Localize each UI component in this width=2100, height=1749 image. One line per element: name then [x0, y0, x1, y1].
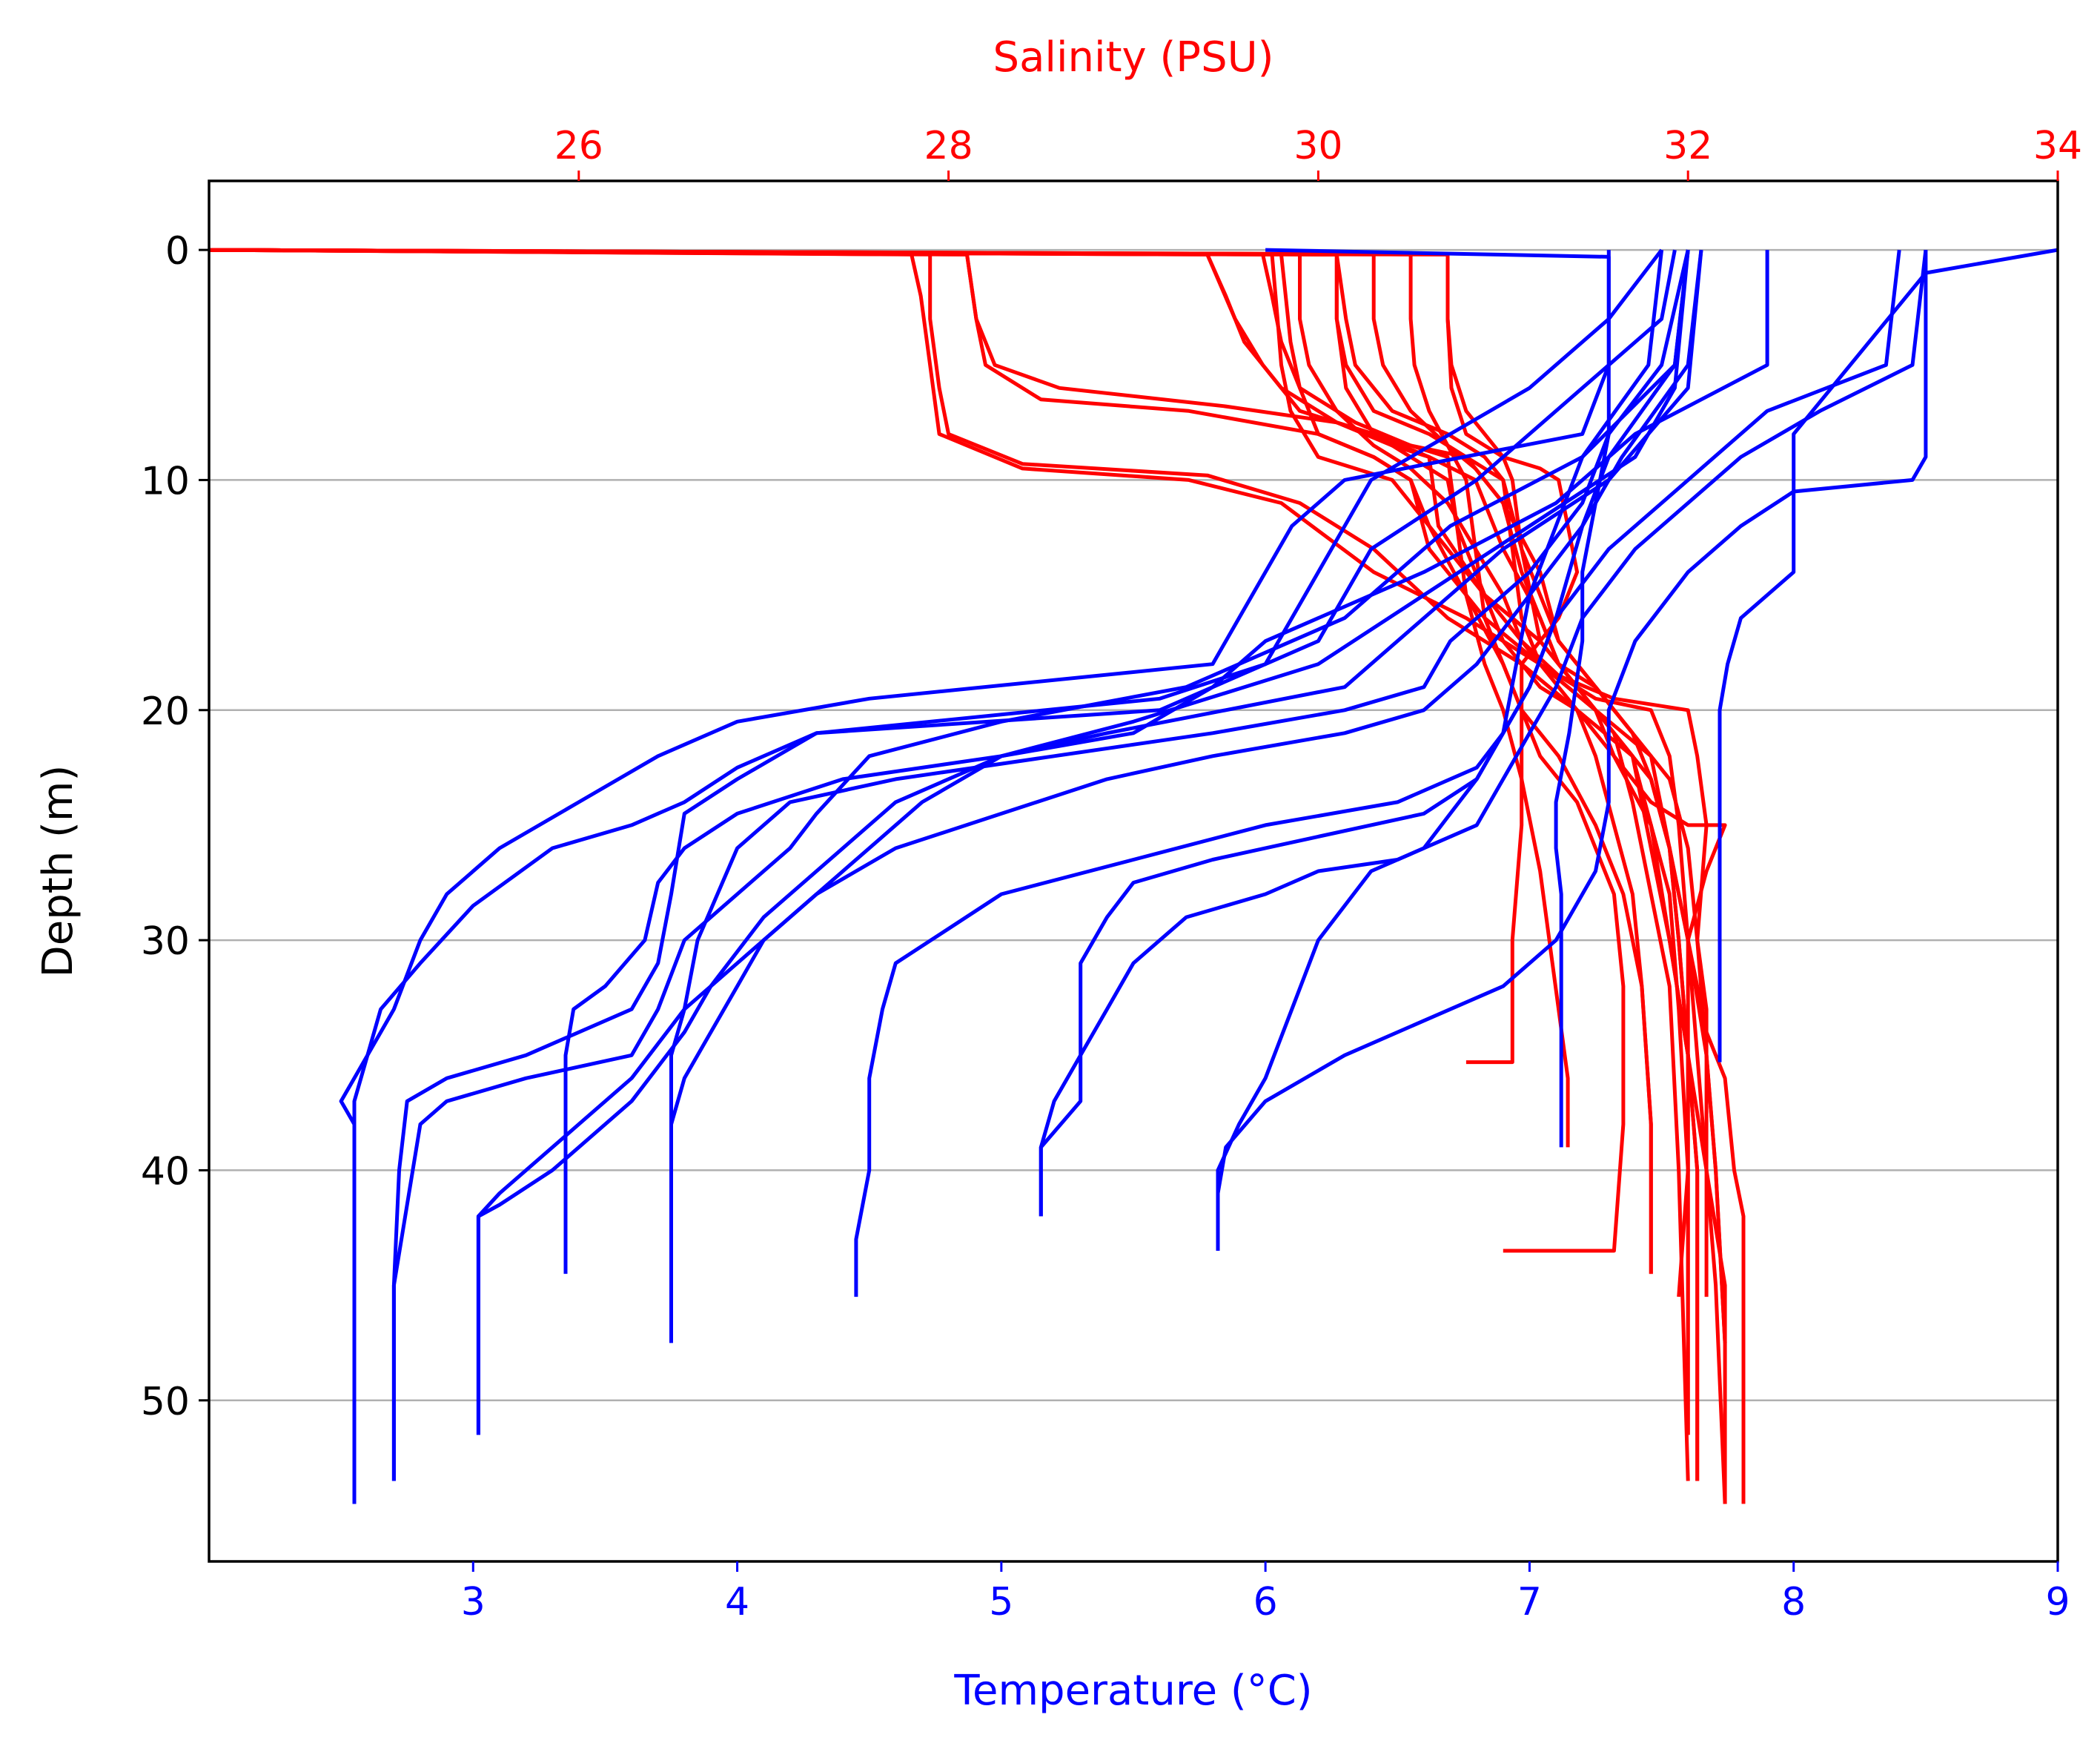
top-axis-label: Salinity (PSU): [993, 33, 1274, 82]
plot-frame: [208, 179, 2059, 1563]
salinity-profile-4: [209, 248, 1690, 1481]
temp-tick-label: 3: [461, 1580, 486, 1624]
y-tick-label: 0: [165, 229, 190, 274]
temperature-profile-11: [1039, 249, 1901, 1217]
salinity-profile-6: [209, 248, 1690, 1435]
y-axis-label: Depth (m): [34, 765, 82, 978]
temperature-profile-2: [352, 248, 1663, 1504]
temperature-profile-13: [1216, 249, 1664, 1251]
temp-tick-label: 4: [725, 1580, 749, 1624]
temp-tick-label: 6: [1253, 1580, 1278, 1624]
temp-tick-label: 9: [2045, 1580, 2070, 1624]
temperature-profile-1: [339, 248, 1611, 1504]
temperature-profile-4: [391, 249, 1690, 1481]
bottom-axis-label: Temperature (°C): [953, 1667, 1312, 1715]
salinity-profile-17: [209, 248, 1570, 1148]
temperature-profile-12: [1039, 249, 1928, 1217]
temperature-profile-10: [854, 249, 1703, 1297]
temperature-profile-15: [1554, 250, 1611, 1148]
sal-tick-label: 26: [554, 124, 603, 168]
y-tick-label: 30: [141, 919, 190, 964]
temperature-profile-5: [476, 249, 1690, 1435]
sal-tick-label: 34: [2033, 124, 2082, 168]
salinity-profile-12: [209, 248, 1709, 1297]
temp-tick-label: 8: [1781, 1580, 1806, 1624]
temperature-profile-8: [669, 249, 1690, 1343]
temperature-series: [339, 248, 2058, 1504]
sal-tick-label: 30: [1294, 124, 1342, 168]
temp-tick-label: 7: [1517, 1580, 1542, 1624]
y-tick-label: 10: [141, 459, 190, 503]
sal-tick-label: 28: [924, 124, 973, 168]
y-tick-label: 50: [141, 1380, 190, 1424]
temperature-profile-3: [391, 249, 1677, 1481]
temp-tick-label: 5: [989, 1580, 1013, 1624]
y-tick-label: 20: [141, 690, 190, 734]
temperature-profile-16: [1718, 248, 2058, 1062]
salinity-profile-14: [209, 248, 1626, 1253]
y-tick-label: 40: [141, 1149, 190, 1194]
salinity-profile-3: [209, 248, 1700, 1481]
salinity-profile-1: [209, 248, 1727, 1504]
temperature-profile-14: [1216, 250, 1928, 1251]
sal-tick-label: 32: [1663, 124, 1712, 168]
salinity-profile-16: [209, 248, 1580, 1065]
